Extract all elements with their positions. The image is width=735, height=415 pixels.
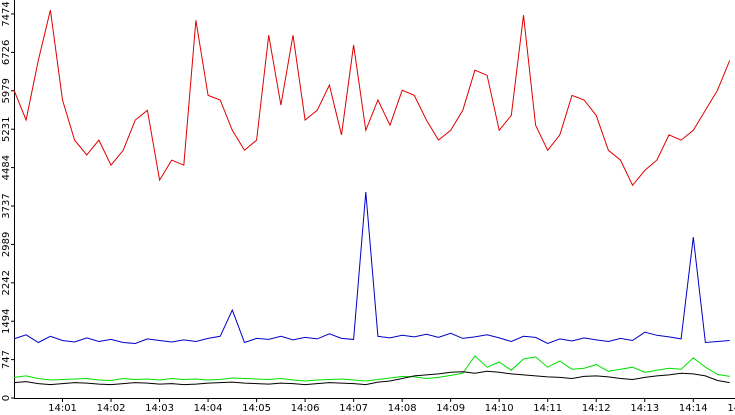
y-tick-label: 6726 xyxy=(1,40,12,65)
x-tick-label: 14:09 xyxy=(436,403,465,414)
x-tick-label: 14:07 xyxy=(339,403,368,414)
x-tick-label: 14:06 xyxy=(291,403,320,414)
x-tick-label: 14:01 xyxy=(48,403,77,414)
x-tick-label: 14:13 xyxy=(630,403,659,414)
y-tick-label: 4484 xyxy=(1,155,12,180)
x-tick-label: 14:15 xyxy=(727,403,735,414)
y-tick-label: 7474 xyxy=(1,1,12,26)
y-tick-label: 2242 xyxy=(1,270,12,295)
x-tick-label: 14:12 xyxy=(582,403,611,414)
x-tick-label: 14:02 xyxy=(97,403,126,414)
series-line xyxy=(13,191,730,345)
series-line xyxy=(13,370,730,386)
x-tick-label: 14:14 xyxy=(679,403,708,414)
x-tick-label: 14:05 xyxy=(242,403,271,414)
x-tick-label: 14:03 xyxy=(145,403,174,414)
y-tick-label: 2989 xyxy=(1,232,12,257)
y-tick-label: 747 xyxy=(1,350,12,369)
x-tick-label: 14:08 xyxy=(388,403,417,414)
y-tick-label: 0 xyxy=(1,395,12,401)
y-tick-label: 3737 xyxy=(1,193,12,218)
y-tick-label: 1494 xyxy=(1,309,12,334)
y-tick-label: 5231 xyxy=(1,116,12,141)
series-line xyxy=(13,355,730,382)
series-line xyxy=(13,9,731,187)
y-tick-label: 5979 xyxy=(1,78,12,103)
x-tick-label: 14:04 xyxy=(194,403,223,414)
x-tick-label: 14:11 xyxy=(533,403,562,414)
x-tick-label: 14:10 xyxy=(485,403,514,414)
